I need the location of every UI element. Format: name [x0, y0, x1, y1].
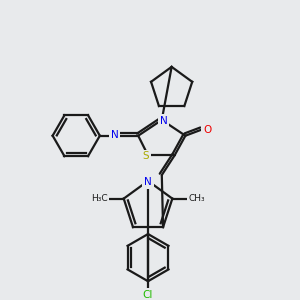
Text: S: S — [143, 152, 149, 161]
Text: CH₃: CH₃ — [189, 194, 205, 203]
Text: O: O — [203, 125, 211, 135]
Text: N: N — [160, 116, 168, 126]
Text: Cl: Cl — [143, 290, 153, 300]
Text: N: N — [111, 130, 119, 140]
Text: N: N — [144, 177, 152, 187]
Text: H₃C: H₃C — [91, 194, 107, 203]
